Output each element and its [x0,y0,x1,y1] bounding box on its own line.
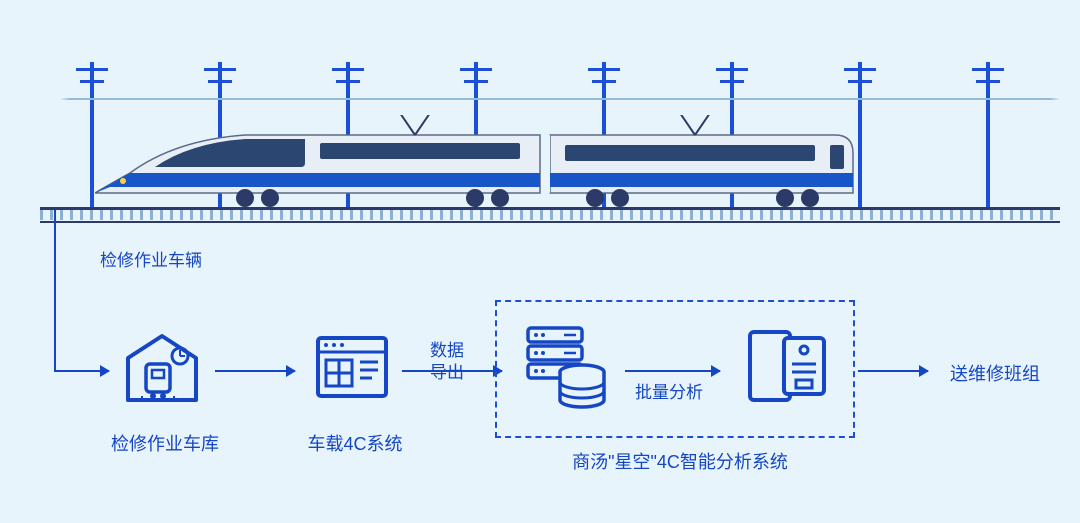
vehicle-label: 检修作业车辆 [100,246,202,271]
server-db-icon [520,320,615,415]
inspection-train-icon [95,115,855,210]
flow-arrow [625,370,720,372]
batch-label: 批量分析 [635,378,703,403]
flow-arrow [215,370,295,372]
diagram-root: 检修作业车辆 检修作业车库 [0,0,1080,523]
catenary-pole [858,62,862,210]
onboard-label: 车载4C系统 [300,430,410,456]
pc-icon [740,320,835,415]
flow-connector [54,210,56,370]
flow-arrow [858,370,928,372]
catenary-pole [90,62,94,210]
garage-icon [122,328,202,408]
catenary-pole [986,62,990,210]
onboard-system-icon [312,328,392,408]
ai-system-label: 商汤"星空"4C智能分析系统 [545,448,815,474]
garage-label: 检修作业车库 [105,430,225,456]
flow-arrow [54,370,109,372]
dispatch-label: 送维修班组 [935,360,1055,386]
data-export-label: 数据导出 [430,340,464,384]
overhead-wire [60,98,1060,100]
